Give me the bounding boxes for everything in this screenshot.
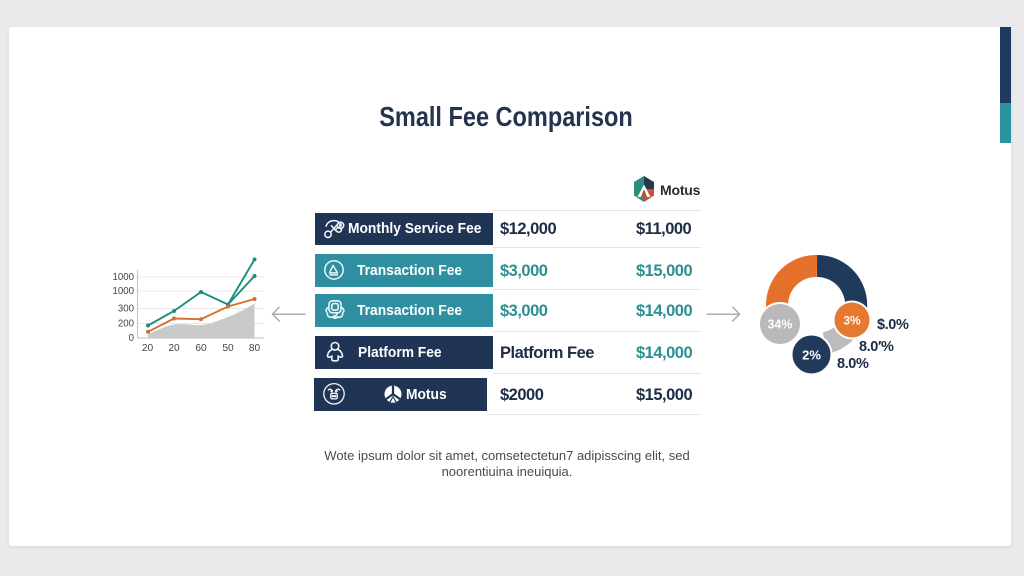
svg-text:34%: 34% xyxy=(767,318,792,332)
svg-text:1000: 1000 xyxy=(112,286,134,297)
svg-text:0: 0 xyxy=(129,333,135,344)
svg-text:50: 50 xyxy=(222,343,234,354)
svg-text:3%: 3% xyxy=(843,314,861,328)
svg-text:80: 80 xyxy=(249,343,261,354)
svg-text:2%: 2% xyxy=(802,348,821,363)
svg-text:200: 200 xyxy=(118,319,135,330)
svg-text:20: 20 xyxy=(168,343,180,354)
svg-text:60: 60 xyxy=(195,343,207,354)
svg-text:20: 20 xyxy=(142,343,154,354)
svg-text:300: 300 xyxy=(118,304,135,315)
svg-text:1000: 1000 xyxy=(112,272,134,283)
